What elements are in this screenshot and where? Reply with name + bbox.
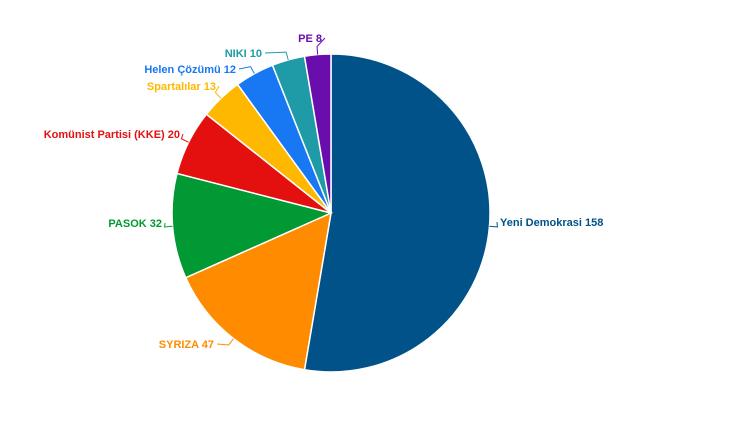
leader-line-yeni-demokrasi: [489, 221, 498, 228]
pie-slice-pasok[interactable]: [171, 172, 334, 279]
leader-line-niki: [264, 51, 289, 60]
leader-line-pe: [316, 37, 326, 55]
slice-label-pasok: PASOK 32: [108, 218, 162, 230]
pie-slice-yeni-demokrasi[interactable]: [303, 53, 491, 373]
leader-line-helen-cozumu: [238, 66, 255, 74]
slice-label-yeni-demokrasi: Yeni Demokrasi 158: [500, 217, 603, 229]
slice-label-niki: NIKI 10: [225, 48, 262, 60]
slice-label-spartalilar: Spartalılar 13: [147, 81, 216, 93]
slice-label-helen-cozumu: Helen Çözümü 12: [144, 64, 236, 76]
leader-lines: [164, 37, 498, 346]
leader-line-komunist-partisi-kke: [180, 133, 189, 143]
slice-labels: Yeni Demokrasi 158 SYRIZA 47 PASOK 32 Komün…: [44, 33, 604, 351]
slice-label-pe: PE 8: [298, 33, 322, 45]
pie-slice-syriza[interactable]: [184, 211, 332, 371]
slice-label-komunist-partisi-kke: Komünist Partisi (KKE) 20: [44, 129, 180, 141]
pie-slices: [171, 53, 491, 373]
leader-line-spartalilar: [214, 85, 222, 99]
leader-line-syriza: [216, 338, 234, 346]
slice-label-syriza: SYRIZA 47: [159, 339, 214, 351]
leader-line-pasok: [164, 222, 173, 228]
